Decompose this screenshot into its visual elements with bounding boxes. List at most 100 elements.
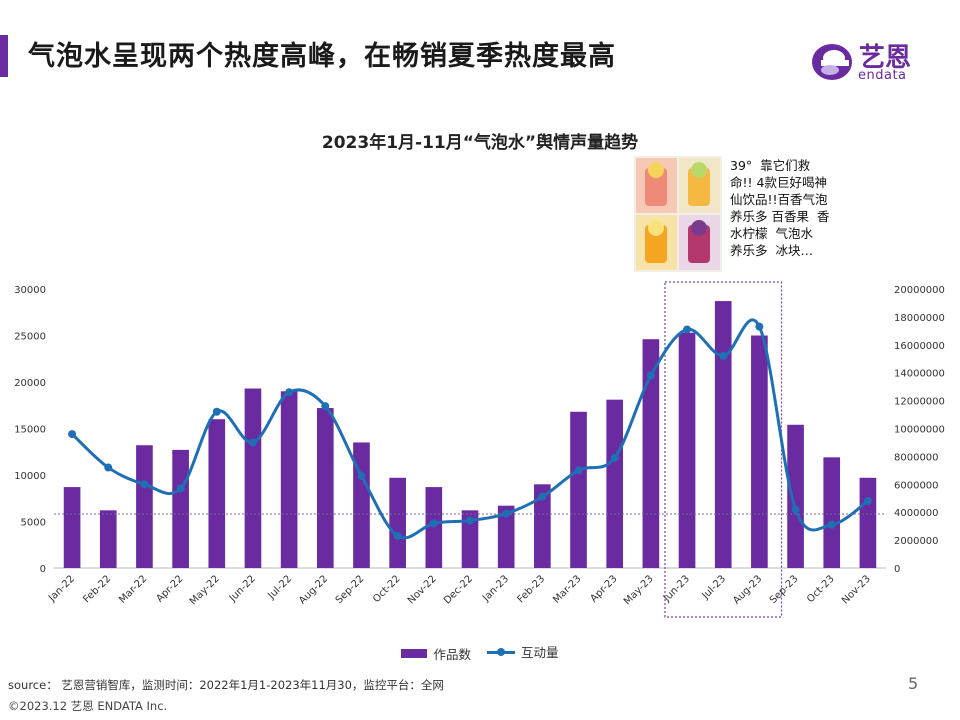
x-tick-label: Apr-23 [589, 574, 620, 605]
bar [99, 510, 117, 568]
x-tick-label: May-22 [188, 574, 222, 608]
line-point [285, 388, 294, 397]
line-point [610, 453, 619, 462]
y-right-tick-label: 2000000 [894, 536, 939, 547]
line-point [755, 322, 764, 331]
x-tick-label: Jun-23 [661, 574, 692, 605]
x-tick-label: Jul-23 [700, 574, 729, 603]
line-point [719, 351, 728, 360]
page-number: 5 [908, 674, 919, 693]
chart-legend: 作品数 互动量 [0, 642, 960, 663]
x-tick-label: Apr-22 [154, 574, 185, 605]
highlight-box [664, 281, 783, 618]
y-right-tick-label: 16000000 [894, 341, 945, 352]
bar [63, 487, 81, 568]
y-left-tick-label: 25000 [14, 332, 46, 343]
line-point [140, 480, 149, 489]
bar [642, 339, 660, 568]
y-right-tick-label: 20000000 [894, 285, 945, 296]
x-tick-label: May-23 [622, 574, 656, 608]
bar [172, 449, 189, 568]
bar [534, 484, 551, 568]
y-left-tick-label: 0 [40, 564, 46, 575]
y-right-tick-label: 10000000 [894, 425, 945, 436]
bar [570, 411, 587, 568]
bar [136, 445, 153, 568]
line-point [863, 497, 872, 506]
bar [823, 457, 841, 568]
line-point [502, 509, 511, 518]
bar [353, 442, 370, 568]
bar [425, 487, 443, 568]
bar [244, 388, 262, 568]
legend-label-line: 互动量 [520, 645, 559, 660]
line-point [466, 516, 474, 525]
bar [751, 335, 768, 568]
y-left-tick-label: 15000 [14, 425, 46, 436]
line-point [574, 466, 583, 475]
y-right-tick-label: 14000000 [894, 369, 945, 380]
bar [208, 419, 226, 568]
bar [316, 408, 334, 568]
legend-bar-swatch [401, 648, 428, 658]
x-tick-label: Aug-22 [297, 574, 330, 607]
legend-line-swatch [486, 646, 515, 658]
x-tick-label: Jan-23 [480, 574, 511, 605]
legend-label-bar: 作品数 [433, 646, 471, 662]
bar [714, 301, 732, 568]
x-tick-label: Mar-22 [117, 574, 149, 606]
line-point [827, 520, 836, 529]
drink-thumbnail-image [634, 156, 722, 272]
x-tick-label: Sep-22 [334, 574, 367, 607]
x-tick-label: Jan-22 [46, 574, 77, 605]
line-point [357, 471, 366, 480]
title-accent-bar [0, 35, 8, 77]
legend-item-line: 互动量 [486, 642, 559, 661]
y-left-tick-label: 20000 [14, 378, 46, 389]
x-tick-label: Jul-22 [266, 574, 295, 603]
x-tick-label: Sep-23 [768, 574, 801, 607]
x-tick-label: Aug-23 [731, 574, 764, 607]
bar [461, 510, 479, 568]
bar [389, 477, 406, 568]
line-point [646, 371, 655, 380]
bar [678, 332, 696, 568]
endata-logo: 艺恩 endata [808, 36, 938, 86]
x-tick-label: Nov-23 [840, 574, 873, 607]
x-tick-label: Dec-22 [442, 574, 475, 607]
line-point [104, 463, 113, 472]
x-tick-label: Jun-22 [227, 574, 258, 605]
y-right-tick-label: 0 [894, 564, 900, 575]
series-line [71, 318, 869, 540]
line-point [321, 402, 330, 411]
bar [787, 424, 804, 568]
line-point [176, 484, 185, 493]
page-title: 气泡水呈现两个热度高峰，在畅销夏季热度最高 [28, 41, 616, 72]
x-tick-label: Nov-22 [406, 574, 439, 607]
logo-text: 艺恩 [859, 43, 912, 73]
bar [606, 399, 624, 568]
line-point [68, 430, 77, 439]
y-right-tick-label: 18000000 [894, 313, 945, 324]
y-left-tick-label: 30000 [14, 285, 46, 296]
x-tick-label: Oct-23 [805, 574, 837, 606]
line-point [538, 492, 547, 501]
line-point [393, 531, 402, 540]
copyright-note: ©2023.12 艺恩 ENDATA Inc. [8, 699, 168, 713]
line-point [429, 519, 438, 528]
y-right-tick-label: 4000000 [894, 508, 939, 519]
chart-title: 2023年1月-11月“气泡水”舆情声量趋势 [321, 133, 639, 153]
x-tick-label: Oct-22 [371, 574, 403, 606]
x-tick-label: Feb-22 [81, 574, 113, 606]
y-right-tick-label: 8000000 [894, 452, 939, 463]
x-tick-label: Mar-23 [551, 574, 583, 606]
source-note: source： 艺恩营销智库，监测时间：2022年1月1-2023年11月30，… [8, 678, 444, 692]
line-point [791, 505, 800, 514]
legend-item-bar: 作品数 [401, 644, 471, 663]
line-point [683, 325, 692, 334]
bar [497, 505, 515, 568]
y-left-tick-label: 5000 [21, 518, 46, 529]
annotation-text: 39° 靠它们救命!! 4款巨好喝神仙饮品!!百香气泡养乐多 百香果 香水柠檬 … [730, 158, 830, 258]
logo-mark-icon [812, 44, 852, 80]
